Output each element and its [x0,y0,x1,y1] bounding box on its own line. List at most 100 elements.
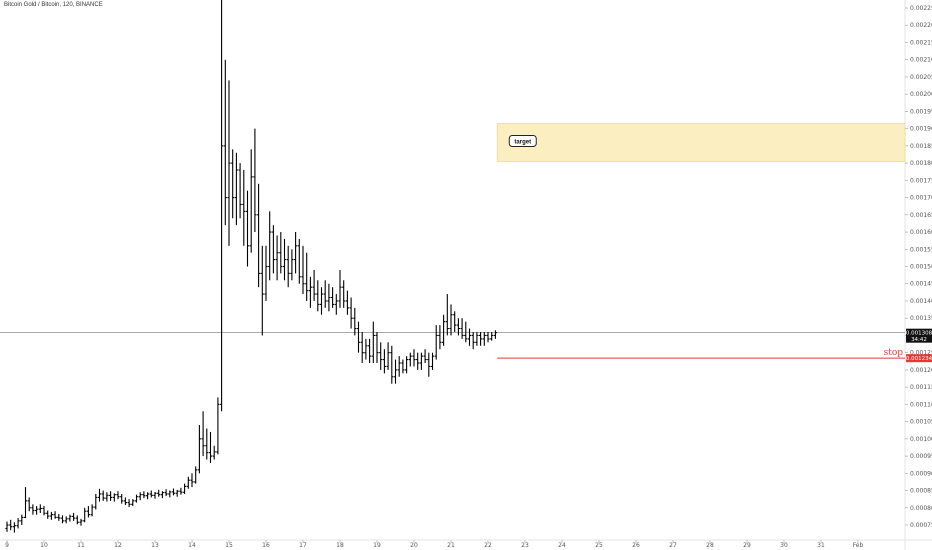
x-tick-label: 21 [447,542,455,549]
ohlc-bar [168,490,172,498]
ohlc-bar [31,504,35,515]
ohlc-bar [319,287,324,315]
ohlc-bar [190,473,194,488]
x-tick-label: 9 [5,542,9,549]
y-tick-label: 0.001850 [910,143,932,150]
ohlc-bar [27,497,31,512]
ohlc-bar [53,511,57,519]
ohlc-bar [23,487,28,519]
ohlc-bar [5,521,9,532]
ohlc-bar [390,345,394,384]
ohlc-bar [183,483,187,494]
target-label-box [508,134,537,147]
ohlc-bar [97,488,102,502]
ohlc-bar [216,397,220,455]
y-tick-label: 0.001900 [910,126,932,133]
ohlc-bar [345,290,349,315]
ohlc-bar [179,487,183,495]
ohlc-bar [46,510,50,519]
ohlc-bar [453,311,457,332]
y-tick-label: 0.001150 [910,384,932,391]
ohlc-bar [94,493,98,510]
ohlc-bar [20,514,24,525]
ohlc-bar [379,342,383,370]
y-tick-label: 0.001450 [910,281,932,288]
ohlc-bar [445,294,449,336]
x-tick-label: 10 [40,542,48,549]
ohlc-bar [434,325,438,360]
x-tick-label: 11 [77,542,85,549]
ohlc-bar [382,349,386,374]
ohlc-bar [279,232,283,274]
ohlc-bar [479,331,483,346]
y-tick-label: 0.000900 [910,470,932,477]
x-tick-label: 14 [188,542,196,549]
ohlc-bar [482,331,486,346]
ohlc-bar [438,325,442,350]
ohlc-bar [220,0,224,412]
ohlc-bar [242,169,246,246]
ohlc-bar [60,515,65,524]
ohlc-bar [349,297,353,329]
y-tick-label: 0.001000 [910,436,932,443]
y-tick-label: 0.001550 [910,246,932,253]
x-tick-label: 26 [632,542,640,549]
ohlc-bar [238,163,242,219]
countdown-label: 34:42 [911,337,927,343]
x-tick-label: 22 [484,542,492,549]
ohlc-bar [75,515,79,525]
target-label: target [514,139,531,145]
ohlc-bar [271,225,275,274]
ohlc-bar [393,359,398,384]
ohlc-bar [464,321,468,343]
stop-price-badge [906,354,932,363]
ohlc-bar [231,149,235,219]
x-tick-label: 17 [299,542,307,549]
ohlc-bar [49,511,53,520]
ohlc-bar [90,504,94,517]
y-tick-label: 0.001650 [910,212,932,219]
ohlc-bar [456,318,460,336]
chart-title: Bitcoin Gold / Bitcoin, 120, BINANCE [4,2,103,8]
ohlc-bar [416,352,420,370]
y-tick-label: 0.001500 [910,264,932,271]
ohlc-bar [260,245,264,336]
x-tick-label: 24 [558,542,566,549]
ohlc-bar [35,506,39,515]
y-tick-label: 0.000850 [910,488,932,495]
ohlc-bar [83,507,87,523]
ohlc-bar [460,318,464,339]
x-tick-label: 28 [706,542,714,549]
ohlc-bar [308,276,312,308]
x-tick-label: 19 [373,542,381,549]
y-tick-label: 0.000750 [910,522,932,529]
ohlc-bar [294,232,298,274]
ohlc-bar [408,352,412,367]
ohlc-bar [149,490,153,498]
ohlc-bar [212,445,216,460]
ohlc-bar [57,513,61,521]
ohlc-bar [364,338,368,360]
ohlc-bar [371,321,375,364]
x-tick-label: 18 [336,542,344,549]
ohlc-bar [208,431,213,463]
ohlc-bar [16,518,20,529]
ohlc-bar [401,359,405,374]
ohlc-bar [323,280,327,308]
ohlc-bar [9,519,13,531]
ohlc-bar [109,491,113,501]
ohlc-bar [175,489,179,497]
y-tick-label: 0.001050 [910,419,932,426]
ohlc-bar [146,492,150,500]
x-tick-label: 15 [225,542,233,549]
ohlc-bar [227,80,231,246]
ohlc-bar [38,504,42,513]
y-tick-label: 0.001100 [910,401,932,408]
y-tick-label: 0.002200 [910,22,932,29]
ohlc-bar [101,490,105,501]
ohlc-bar [356,321,361,353]
ohlc-bar [164,489,168,497]
x-tick-label: 27 [669,542,677,549]
ohlc-bar [134,494,139,503]
